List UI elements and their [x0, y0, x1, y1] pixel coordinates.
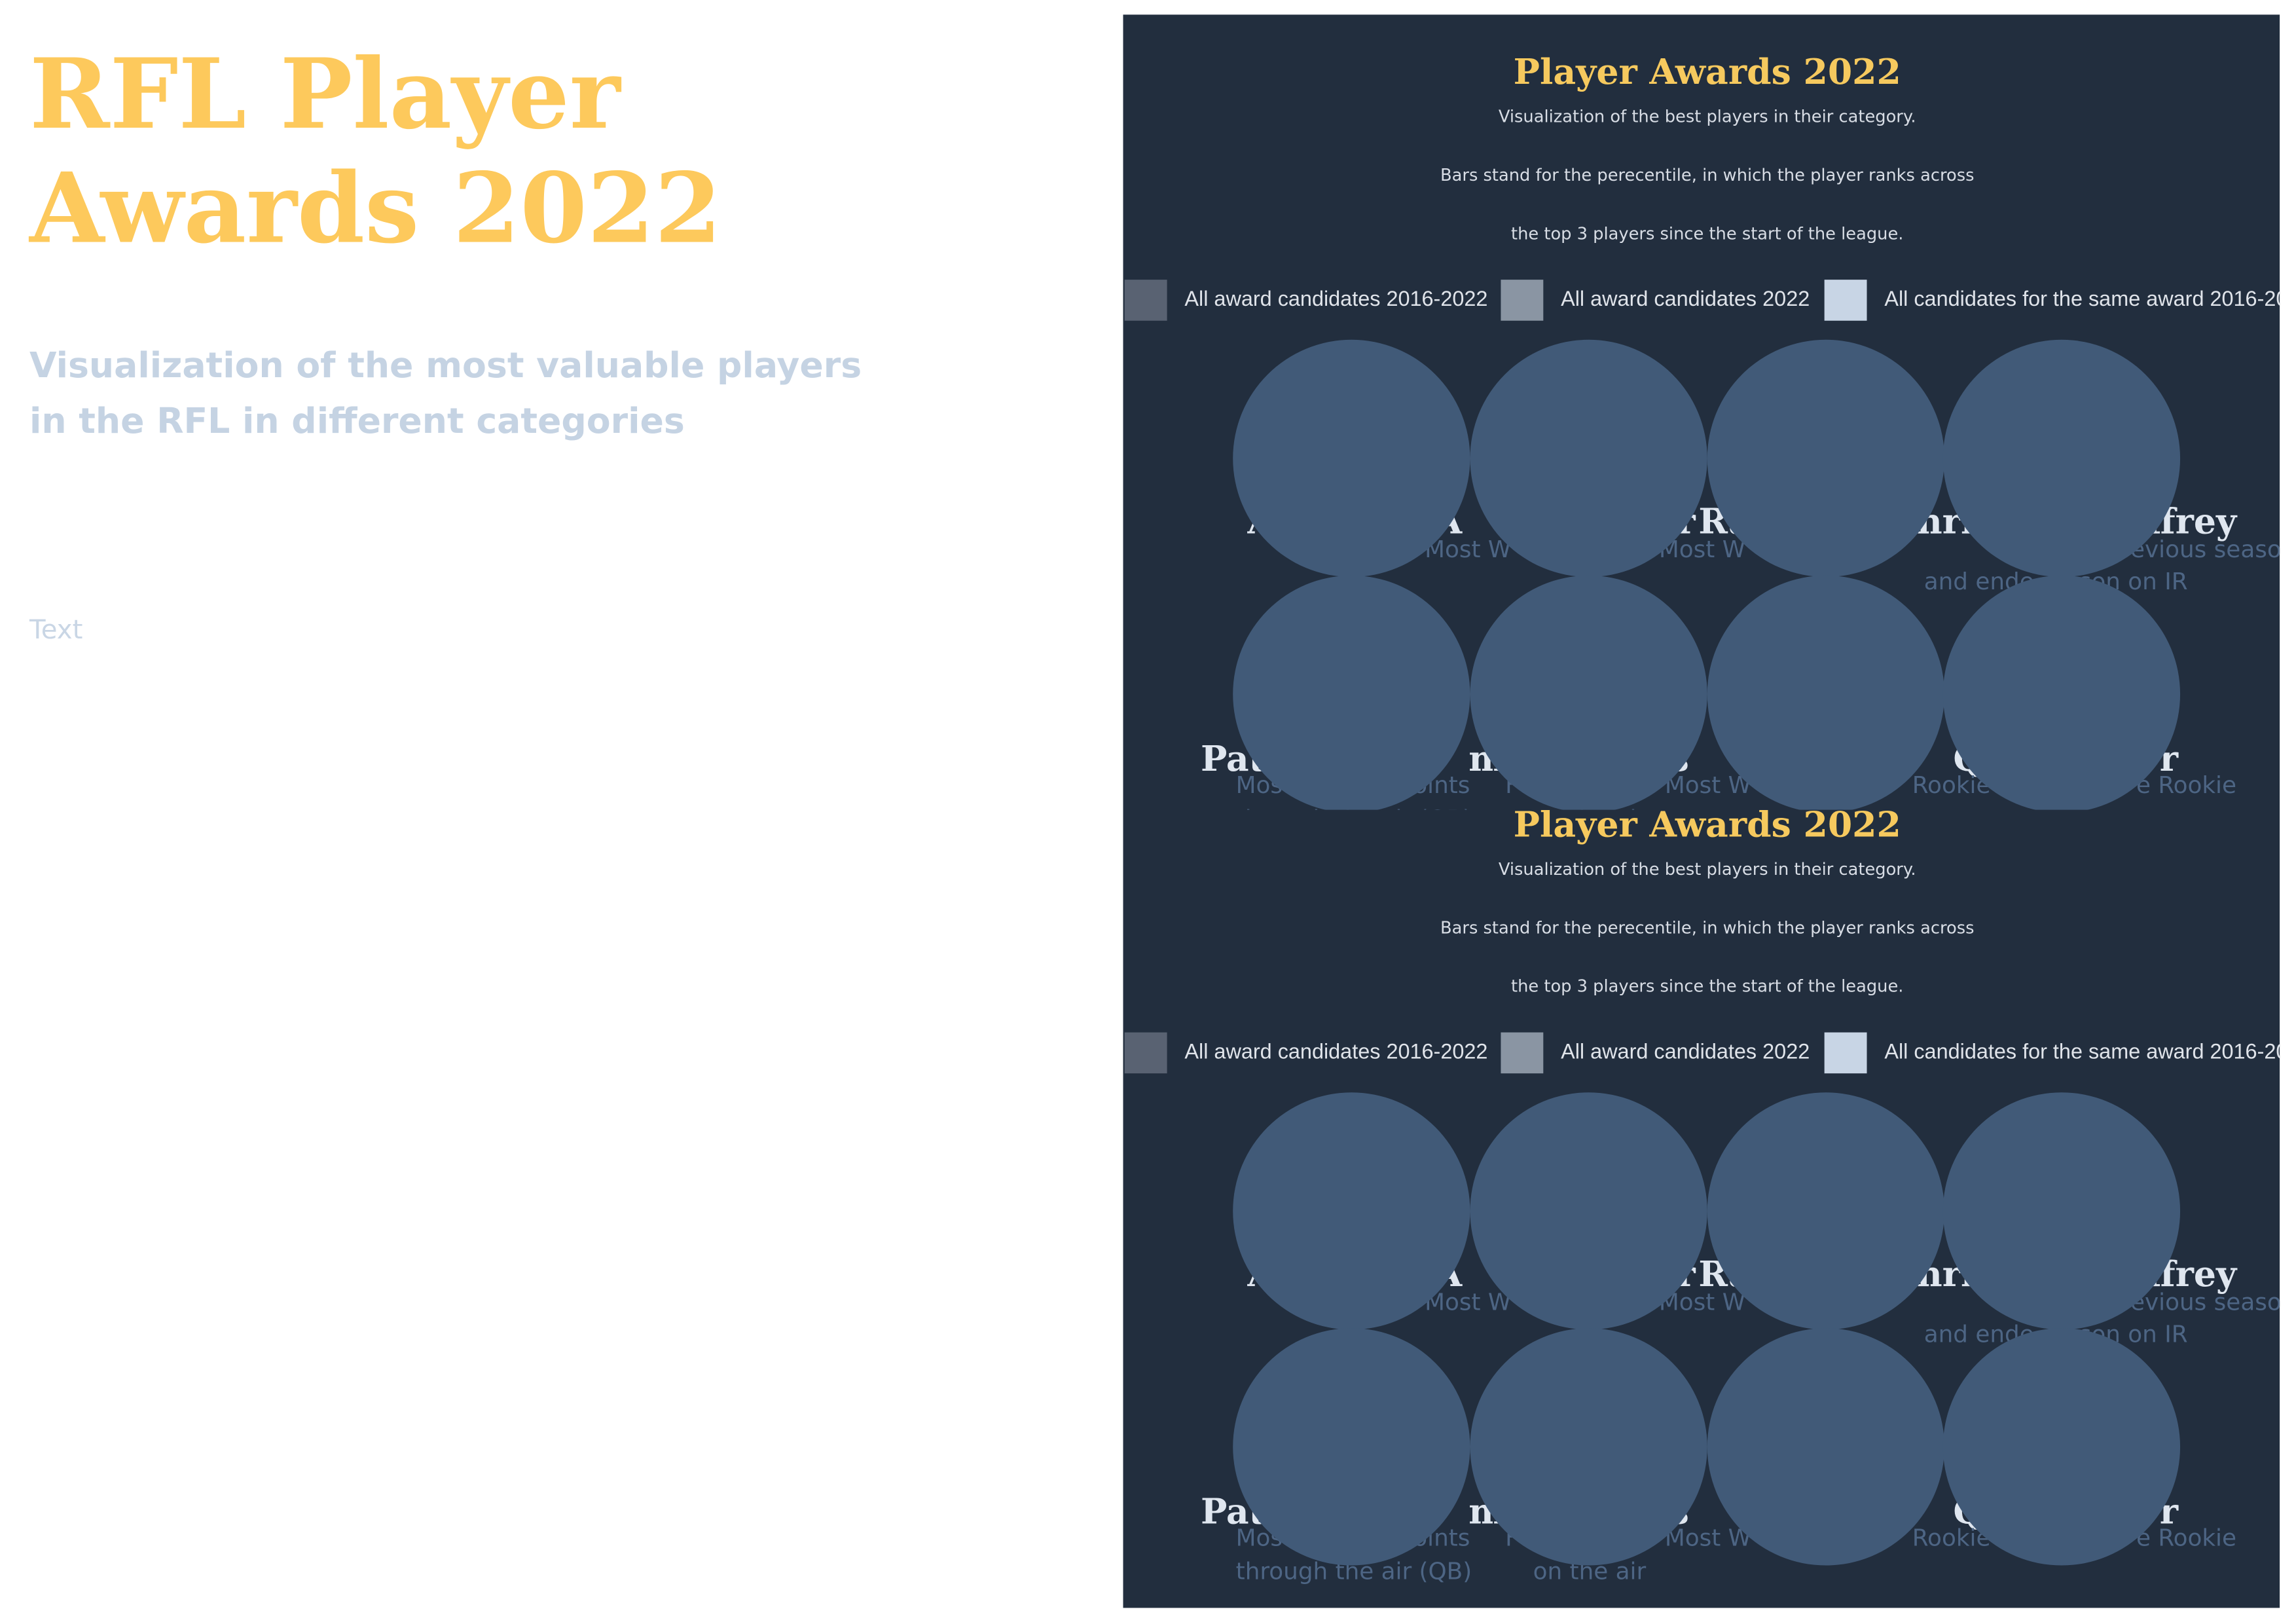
block-description: Visualization of the best players in the… — [1499, 107, 1916, 126]
player-circle — [1233, 1092, 1470, 1330]
player-circle — [1233, 575, 1470, 810]
player-circle — [1470, 575, 1707, 810]
block-description: Visualization of the best players in the… — [1499, 860, 1916, 879]
player-circle — [1233, 339, 1470, 578]
legend-swatch — [1124, 280, 1167, 321]
player-circle — [1470, 1092, 1707, 1330]
award-description: Most W — [1665, 772, 1751, 799]
player-circle — [1942, 575, 2181, 810]
block-description: the top 3 players since the start of the… — [1511, 224, 1903, 244]
player-circle — [1470, 1328, 1707, 1566]
player-circle — [1707, 339, 1945, 578]
award-description: e Rookie — [2136, 772, 2236, 799]
legend-swatch — [1824, 1032, 1867, 1074]
award-block: Player Awards 2022 Visualization of the b… — [1124, 51, 2296, 810]
block-title: Player Awards 2022 — [1514, 804, 1901, 845]
legend-swatch — [1501, 280, 1544, 321]
block-title: Player Awards 2022 — [1514, 51, 1901, 92]
player-circle — [1707, 1328, 1945, 1566]
award-block: Player Awards 2022 Visualization of the b… — [1124, 804, 2296, 1585]
legend-swatch — [1824, 280, 1867, 321]
legend-label: All award candidates 2016-2022 — [1184, 287, 1487, 310]
award-description: Most W — [1665, 1524, 1751, 1551]
player-circle — [1942, 1328, 2181, 1566]
legend-label: All candidates for the same award 2016-2… — [1884, 287, 2296, 310]
block-description: Bars stand for the perecentile, in which… — [1440, 918, 1974, 938]
panel-content: Player Awards 2022 Visualization of the b… — [1124, 51, 2296, 1585]
legend-label: All candidates for the same award 2016-2… — [1884, 1039, 2296, 1063]
legend-swatch — [1501, 1032, 1544, 1074]
player-circle — [1707, 575, 1944, 810]
legend-swatch — [1124, 1032, 1167, 1074]
award-description: evious season — [2130, 536, 2296, 563]
note: Text — [29, 615, 82, 645]
poster-title: RFL Player — [29, 37, 622, 151]
player-circle — [1942, 339, 2181, 578]
player-circle — [1233, 1328, 1470, 1566]
block-description: the top 3 players since the start of the… — [1511, 977, 1903, 997]
player-circle — [1942, 1092, 2181, 1330]
award-description: Most W — [1425, 536, 1511, 563]
legend-label: All award candidates 2022 — [1561, 287, 1810, 310]
legend-label: All award candidates 2016-2022 — [1184, 1039, 1487, 1063]
poster-subtitle: Visualization of the most valuable playe… — [29, 344, 862, 386]
poster-title: Awards 2022 — [28, 151, 721, 265]
player-circle — [1470, 339, 1707, 578]
block-description: Bars stand for the perecentile, in which… — [1440, 166, 1974, 185]
poster-subtitle: in the RFL in different categories — [29, 400, 685, 441]
award-description: evious season — [2130, 1289, 2296, 1316]
legend-label: All award candidates 2022 — [1561, 1039, 1810, 1063]
award-description: e Rookie — [2136, 1524, 2236, 1551]
award-description: Most W — [1425, 1289, 1511, 1316]
player-circle — [1707, 1092, 1945, 1330]
